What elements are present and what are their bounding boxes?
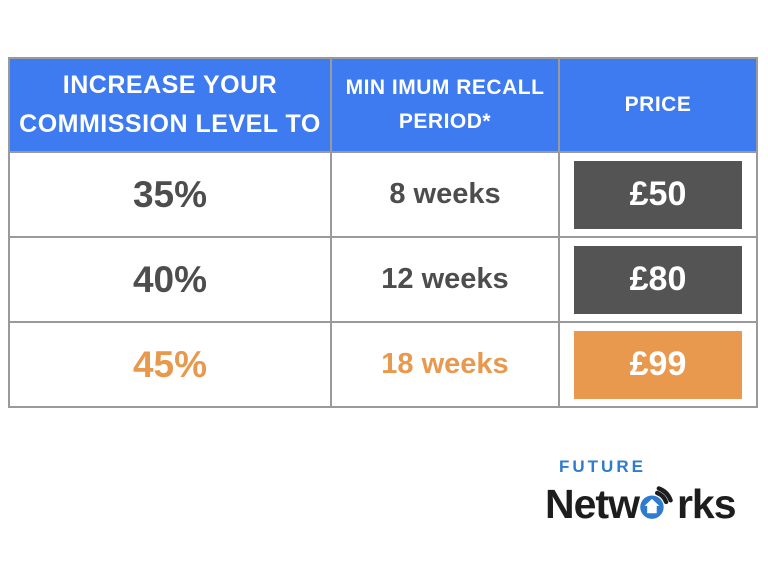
table-row-2-recall-cell: 12 weeks <box>332 238 558 321</box>
table-row-3-recall-cell: 18 weeks <box>332 323 558 406</box>
table-row-3-price-cell: £99 <box>560 323 756 406</box>
table-row-2-price-cell: £80 <box>560 238 756 321</box>
commission-value: 35% <box>132 173 208 215</box>
table-row-3-commission-cell: 45% <box>10 323 330 406</box>
price-badge-highlighted: £99 <box>574 330 742 399</box>
recall-value: 8 weeks <box>389 178 501 210</box>
recall-value: 12 weeks <box>381 263 509 295</box>
table-row-1-commission-cell: 35% <box>10 153 330 236</box>
price-badge: £80 <box>574 245 742 314</box>
logo-name-text: Netw rks <box>545 476 737 527</box>
logo-name-start: Netw <box>545 481 640 527</box>
recall-value-highlighted: 18 weeks <box>381 348 509 380</box>
future-networks-logo: FUTURE Netw rks <box>545 457 737 527</box>
header-price-label: PRICE <box>624 93 692 116</box>
logo-top-text: FUTURE <box>559 457 646 476</box>
commission-value: 40% <box>132 258 208 300</box>
commission-value-highlighted: 45% <box>132 343 208 385</box>
header-cell-recall-period: MIN IMUM RECALL PERIOD* <box>332 59 558 151</box>
pricing-table: INCREASE YOUR COMMISSION LEVEL TO MIN IM… <box>8 57 758 408</box>
header-cell-commission: INCREASE YOUR COMMISSION LEVEL TO <box>10 59 330 151</box>
house-wifi-icon <box>640 486 673 519</box>
price-badge: £50 <box>574 160 742 229</box>
header-commission-label: INCREASE YOUR COMMISSION LEVEL TO <box>19 71 321 138</box>
table-row-1-recall-cell: 8 weeks <box>332 153 558 236</box>
logo-name-end: rks <box>676 481 737 527</box>
table-row-1-price-cell: £50 <box>560 153 756 236</box>
header-cell-price: PRICE <box>560 59 756 151</box>
header-recall-label: MIN IMUM RECALL PERIOD* <box>345 76 545 133</box>
table-row-2-commission-cell: 40% <box>10 238 330 321</box>
